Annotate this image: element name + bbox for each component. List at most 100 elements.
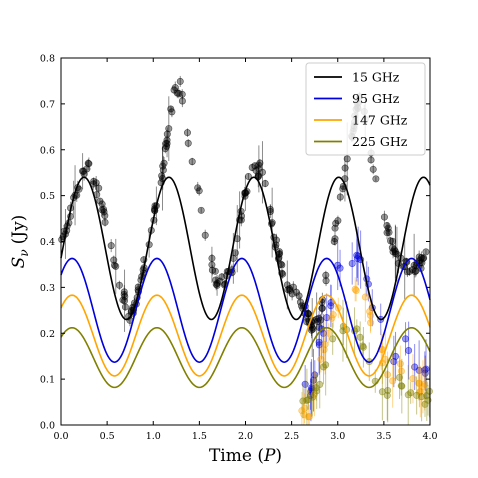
y-tick-label: 0.2: [40, 329, 55, 340]
data-point: [329, 311, 337, 319]
data-point: [276, 250, 284, 258]
data-point: [208, 254, 216, 262]
data-point: [96, 197, 104, 205]
data-point: [308, 324, 316, 332]
data-point: [384, 224, 392, 232]
data-point: [115, 281, 123, 289]
model-curve-95-ghz: [60, 257, 431, 363]
data-point: [321, 340, 329, 348]
data-point: [162, 139, 170, 147]
observations-95-ghz: [301, 226, 430, 422]
data-point: [101, 218, 109, 226]
data-point: [421, 400, 429, 408]
data-point: [390, 246, 398, 254]
data-point: [112, 262, 120, 270]
x-tick-label: 1.0: [146, 431, 161, 442]
legend-box: [305, 62, 426, 156]
data-point: [329, 335, 337, 343]
data-point: [298, 407, 306, 415]
data-point: [183, 129, 191, 137]
data-point: [315, 338, 323, 346]
data-point: [336, 193, 344, 201]
y-tick-label: 0.1: [40, 375, 55, 386]
data-point: [366, 307, 374, 315]
data-point: [328, 314, 336, 322]
y-tick-label: 0.4: [40, 237, 55, 248]
data-point: [195, 187, 203, 195]
data-point: [256, 159, 264, 167]
x-tick-label: 2.0: [238, 431, 253, 442]
data-point: [413, 391, 421, 399]
data-point: [322, 271, 330, 279]
y-axis-unit: (Jy): [9, 215, 29, 245]
data-point: [300, 411, 308, 419]
data-point: [402, 335, 410, 343]
data-point: [378, 388, 386, 396]
data-point: [356, 333, 364, 341]
data-point: [359, 343, 367, 351]
data-point: [351, 285, 359, 293]
data-point: [320, 346, 328, 354]
data-point: [334, 217, 342, 225]
observations-147-ghz: [298, 272, 429, 425]
data-point: [418, 259, 426, 267]
data-point: [422, 248, 430, 256]
data-point: [380, 213, 388, 221]
data-point: [158, 172, 166, 180]
data-point: [415, 379, 423, 387]
data-point: [159, 162, 167, 170]
y-tick-label: 0.8: [40, 54, 55, 65]
x-tick-label: 3.5: [376, 431, 391, 442]
data-point: [343, 155, 351, 163]
data-point: [261, 179, 269, 187]
data-point: [107, 242, 115, 250]
data-point: [255, 165, 263, 173]
data-point: [331, 224, 339, 232]
data-point: [422, 365, 430, 373]
data-point: [415, 366, 423, 374]
data-point: [372, 175, 380, 183]
data-point: [384, 371, 392, 379]
model-curve-147-ghz: [60, 294, 431, 377]
data-point: [100, 205, 108, 213]
data-point: [319, 329, 327, 337]
data-point: [309, 393, 317, 401]
data-point: [84, 159, 92, 167]
data-point: [315, 341, 323, 349]
model-curve-225-ghz: [60, 326, 431, 389]
data-point: [308, 326, 316, 334]
data-point: [100, 208, 108, 216]
data-point: [330, 237, 338, 245]
data-point: [121, 303, 129, 311]
data-point: [325, 329, 333, 337]
data-point: [165, 125, 173, 133]
data-point: [121, 297, 129, 305]
data-point: [85, 160, 93, 168]
data-point: [197, 206, 205, 214]
data-point: [367, 319, 375, 327]
y-tick-label: 0.0: [40, 421, 55, 432]
data-point: [90, 177, 98, 185]
data-point: [398, 382, 406, 390]
data-point: [383, 229, 391, 237]
data-point: [383, 391, 391, 399]
data-point: [309, 376, 317, 384]
x-axis-unit-open: (: [257, 446, 264, 466]
data-point: [369, 165, 377, 173]
y-tick-label: 0.6: [40, 145, 55, 156]
data-point: [409, 266, 417, 274]
observations-15-ghz: [58, 75, 430, 357]
data-point: [353, 255, 361, 263]
x-axis-label: Time (P): [209, 446, 282, 466]
data-point: [317, 355, 325, 363]
data-point: [387, 237, 395, 245]
data-point: [95, 184, 103, 192]
x-tick-label: 2.5: [284, 431, 299, 442]
data-point: [396, 373, 404, 381]
data-point: [307, 388, 315, 396]
data-point: [361, 293, 369, 301]
axis-ticks: 0.0 0.5 1.0 1.5 2.0 2.5 3.0 3.5 4.0 0.0 0.1 0.2 0.3 0…: [40, 54, 438, 443]
data-point: [292, 288, 300, 296]
y-tick-label: 0.7: [40, 99, 55, 110]
data-point: [397, 367, 405, 375]
